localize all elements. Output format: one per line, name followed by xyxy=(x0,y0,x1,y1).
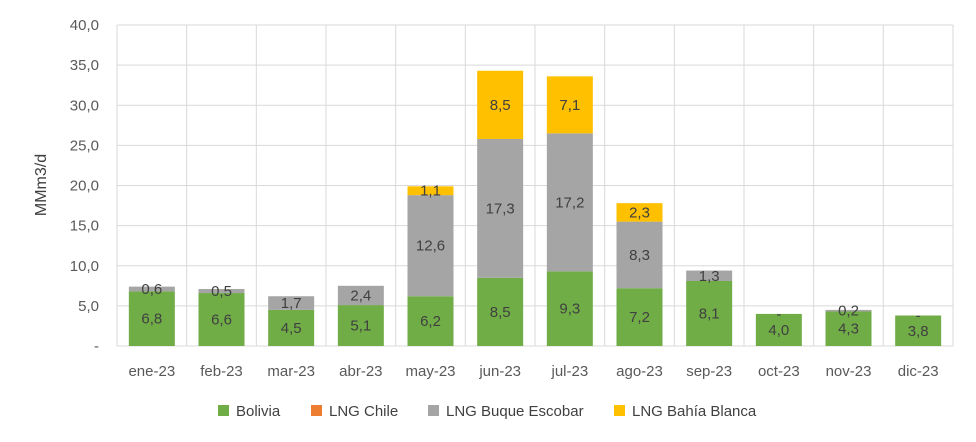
x-tick-label: may-23 xyxy=(405,363,455,380)
data-label: 1,7 xyxy=(281,295,302,312)
bar-segment xyxy=(198,289,245,294)
data-label: 1,3 xyxy=(699,268,720,285)
data-label: 12,6 xyxy=(416,238,445,255)
y-tick-label: 15,0 xyxy=(70,218,99,235)
legend-label: LNG Buque Escobar xyxy=(446,403,584,420)
legend: Bolivia LNG Chile LNG Buque Escobar LNG Bah… xyxy=(218,403,757,420)
legend-swatch xyxy=(218,405,229,416)
x-tick-label: dic-23 xyxy=(898,363,939,380)
bar-segment xyxy=(616,288,663,346)
data-label: 2,3 xyxy=(629,204,650,221)
y-tick-label: - xyxy=(94,338,99,355)
bar-segment xyxy=(616,203,663,222)
x-tick-label: mar-23 xyxy=(267,363,315,380)
x-tick-label: ago-23 xyxy=(616,363,663,380)
bar-segment xyxy=(616,221,663,289)
x-tick-label: ene-23 xyxy=(128,363,175,380)
legend-swatch xyxy=(428,405,439,416)
y-axis-title: MMm3/d xyxy=(33,154,50,216)
legend-label: LNG Bahía Blanca xyxy=(632,403,757,420)
x-tick-label: nov-23 xyxy=(826,363,872,380)
legend-swatch xyxy=(311,405,322,416)
y-tick-label: 10,0 xyxy=(70,258,99,275)
data-label: 4,0 xyxy=(768,322,789,339)
data-label: 0,6 xyxy=(141,281,162,298)
bar-segment xyxy=(546,271,593,346)
bar-segment xyxy=(407,195,454,297)
bar-segment xyxy=(198,293,245,346)
bar-segment xyxy=(128,291,175,346)
data-label: 9,3 xyxy=(559,301,580,318)
data-label: 0,5 xyxy=(211,283,232,300)
bar-segment xyxy=(546,133,593,272)
bar-segment xyxy=(477,138,524,278)
data-label: 8,5 xyxy=(490,97,511,114)
data-label: 8,3 xyxy=(629,247,650,264)
x-tick-label: jul-23 xyxy=(550,363,588,380)
data-label: 6,6 xyxy=(211,312,232,329)
data-label: - xyxy=(776,306,781,323)
bar-segment xyxy=(755,313,802,346)
data-label: 17,2 xyxy=(555,194,584,211)
data-label: 8,5 xyxy=(490,304,511,321)
x-tick-label: feb-23 xyxy=(200,363,243,380)
y-tick-label: 25,0 xyxy=(70,137,99,154)
data-label: 4,3 xyxy=(838,321,859,338)
legend-label: Bolivia xyxy=(236,403,281,420)
y-axis-ticks: - 5,0 10,0 15,0 20,0 25,0 30,0 35,0 40,0 xyxy=(70,17,99,355)
y-tick-label: 5,0 xyxy=(78,298,99,315)
data-label: 7,2 xyxy=(629,309,650,326)
y-tick-label: 35,0 xyxy=(70,57,99,74)
bar-segment xyxy=(686,270,733,281)
data-labels: 6,8 0,6 6,6 0,5 4,5 1,7 5,1 2,4 6,2 12,6 1,1 8,5 17,… xyxy=(141,97,928,340)
bar-segment xyxy=(477,277,524,346)
bar-segment xyxy=(407,296,454,346)
data-label: 6,2 xyxy=(420,313,441,330)
data-label: - xyxy=(916,308,921,325)
data-label: 6,8 xyxy=(141,311,162,328)
bar-segment xyxy=(268,296,315,310)
data-label: 1,1 xyxy=(420,183,441,200)
bar-segment xyxy=(546,76,593,134)
bar-segment xyxy=(825,309,872,312)
legend-swatch xyxy=(614,405,625,416)
legend-label: LNG Chile xyxy=(329,403,398,420)
x-axis-ticks: ene-23 feb-23 mar-23 abr-23 may-23 jun-23 jul-… xyxy=(128,363,938,380)
bar-segment xyxy=(337,285,384,306)
data-label: 0,2 xyxy=(838,303,859,320)
data-label: 3,8 xyxy=(908,323,929,340)
data-label: 7,1 xyxy=(559,97,580,114)
x-tick-label: oct-23 xyxy=(758,363,800,380)
bar-segment xyxy=(825,311,872,346)
y-tick-label: 30,0 xyxy=(70,97,99,114)
bar-segment xyxy=(407,186,454,196)
data-label: 8,1 xyxy=(699,305,720,322)
data-label: 4,5 xyxy=(281,320,302,337)
gridlines xyxy=(116,24,954,347)
x-tick-label: jun-23 xyxy=(478,363,521,380)
x-tick-label: sep-23 xyxy=(686,363,732,380)
bar-segment xyxy=(686,280,733,346)
data-label: 2,4 xyxy=(350,287,371,304)
bars xyxy=(128,70,942,346)
y-tick-label: 40,0 xyxy=(70,17,99,34)
data-label: 5,1 xyxy=(350,318,371,335)
data-label: 17,3 xyxy=(486,200,515,217)
bar-segment xyxy=(128,286,175,292)
bar-segment xyxy=(477,70,524,139)
bar-segment xyxy=(268,309,315,346)
bar-segment xyxy=(337,305,384,346)
bar-segment xyxy=(895,315,942,346)
y-tick-label: 20,0 xyxy=(70,178,99,195)
x-tick-label: abr-23 xyxy=(339,363,382,380)
